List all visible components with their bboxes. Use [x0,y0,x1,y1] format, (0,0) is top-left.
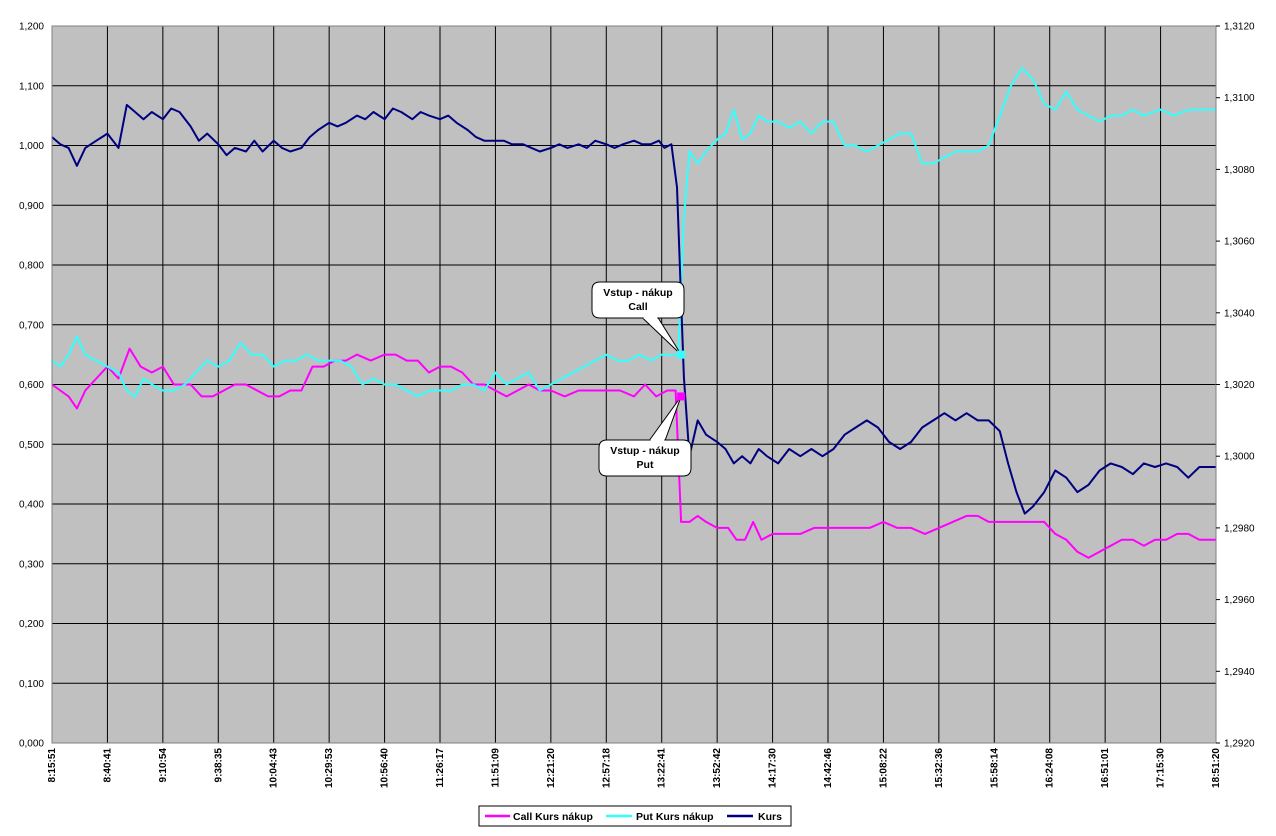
y-right-tick-label: 1,2980 [1224,523,1255,534]
y-right-tick-label: 1,3000 [1224,452,1255,463]
y-right-tick-label: 1,3020 [1224,380,1255,391]
callout-box [598,439,692,477]
x-tick-label: 8:40:41 [102,748,113,783]
y-left-tick-label: 0,700 [19,320,44,331]
y-left-tick-label: 0,600 [19,380,44,391]
y-left-tick-label: 0,000 [19,739,44,750]
x-tick-label: 10:29:53 [324,748,335,788]
x-tick-label: 17:15:30 [1156,748,1167,788]
x-tick-label: 9:38:35 [213,748,224,783]
series-line-kurs [51,103,1216,515]
y-right-tick-label: 1,3040 [1224,308,1255,319]
callout-box [591,281,685,319]
legend-label-kurs: Kurs [758,811,782,823]
x-tick-label: 18:51:20 [1211,748,1222,788]
y-right-tick-label: 1,3120 [1224,22,1255,33]
x-tick-label: 8:15:51 [47,748,58,783]
entry-marker [677,392,686,401]
legend: Call Kurs nákup Put Kurs nákup Kurs [478,805,792,827]
x-tick-label: 16:24:08 [1045,748,1056,788]
y-axis-right: 1,2920 1,2940 1,2960 1,2980 1,3000 1,3020 1,30… [1216,22,1255,750]
y-left-tick-label: 0,900 [19,201,44,212]
x-tick-label: 11:51:09 [490,748,501,788]
y-left-tick-label: 1,100 [19,81,44,92]
x-tick-label: 12:57:18 [601,748,612,788]
x-tick-label: 15:58:14 [989,748,1000,788]
x-tick-label: 11:26:17 [435,748,446,788]
x-axis: 8:15:51 8:40:41 9:10:54 9:38:35 10:04:43 10:2… [47,748,1222,788]
series-layer [51,66,1216,559]
x-tick-label: 13:22:41 [657,748,668,788]
series-line-put-kurs-n-kup [51,66,1216,398]
y-right-tick-label: 1,2940 [1224,667,1255,678]
callout-text: Vstup - nákup [603,287,672,299]
y-left-tick-label: 0,200 [19,619,44,630]
y-left-tick-label: 0,500 [19,440,44,451]
x-tick-label: 15:08:22 [878,748,889,788]
x-tick-label: 15:32:36 [934,748,945,788]
series-line-call-kurs-n-kup [51,347,1216,559]
y-left-tick-label: 0,400 [19,500,44,511]
y-right-tick-label: 1,2960 [1224,595,1255,606]
y-right-tick-label: 1,2920 [1224,739,1255,750]
x-tick-label: 13:52:42 [712,748,723,788]
y-right-tick-label: 1,3060 [1224,237,1255,248]
annotations: Vstup - nákup Call Vstup - nákup Put [591,281,692,477]
x-tick-label: 14:17:30 [768,748,779,788]
y-left-tick-label: 0,300 [19,559,44,570]
y-right-tick-label: 1,3100 [1224,93,1255,104]
y-right-tick-label: 1,3080 [1224,165,1255,176]
y-axis-left: 0,000 0,100 0,200 0,300 0,400 0,500 0,600 0,700… [19,22,44,750]
legend-box [478,805,792,827]
x-tick-label: 9:10:54 [158,748,169,783]
x-tick-label: 12:21:20 [546,748,557,788]
x-tick-label: 16:51:01 [1100,748,1111,788]
x-tick-label: 10:04:43 [269,748,280,788]
y-left-tick-label: 1,200 [19,22,44,33]
entry-marker [677,350,686,359]
y-left-tick-label: 0,100 [19,679,44,690]
x-tick-label: 14:42:46 [823,748,834,788]
legend-label-put: Put Kurs nákup [636,811,714,823]
callout-text: Vstup - nákup [610,445,679,457]
y-left-tick-label: 0,800 [19,261,44,272]
legend-label-call: Call Kurs nákup [513,811,593,823]
callout-text: Put [637,459,654,471]
callout-text: Call [628,301,647,313]
x-tick-label: 10:56:40 [380,748,391,788]
y-left-tick-label: 1,000 [19,141,44,152]
